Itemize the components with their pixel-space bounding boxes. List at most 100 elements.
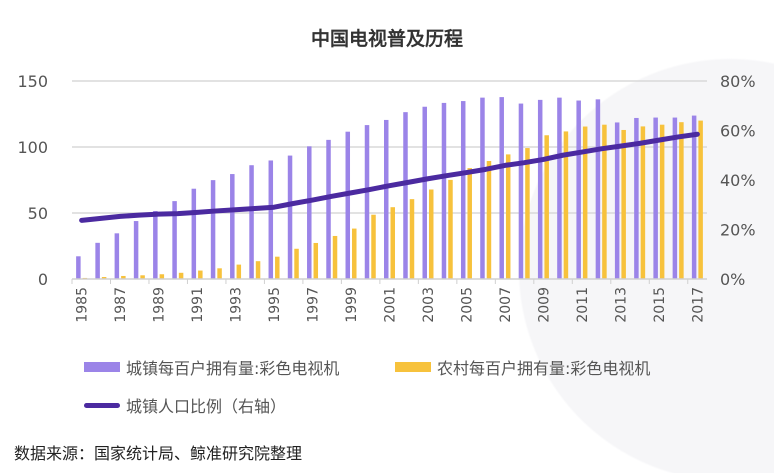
legend-swatch-urbanization <box>84 402 120 408</box>
x-tick-label: 2001 <box>383 287 399 323</box>
bar-rural <box>544 135 549 279</box>
x-tick-label: 2013 <box>613 287 629 323</box>
bar-rural <box>486 160 492 279</box>
bar-rural <box>294 248 299 279</box>
bar-urban <box>480 97 485 279</box>
x-tick-label: 1995 <box>267 287 283 323</box>
bar-rural <box>217 268 222 279</box>
bar-urban <box>537 99 543 279</box>
y-left-tick-label: 150 <box>17 72 48 91</box>
x-tick-label: 2015 <box>652 287 668 323</box>
y-right-tick-label: 80% <box>720 72 756 91</box>
bar-rural <box>602 124 607 279</box>
bar-rural <box>505 154 511 279</box>
x-tick-label: 1997 <box>306 287 322 323</box>
bar-rural <box>563 131 569 279</box>
bar-urban <box>518 103 524 280</box>
bar-rural <box>178 272 184 279</box>
legend-label-urbanization: 城镇人口比例（右轴） <box>126 397 287 416</box>
x-tick-label: 2003 <box>421 287 437 323</box>
bar-rural <box>255 261 261 279</box>
bar-urban <box>634 117 639 280</box>
bar-rural <box>390 207 395 279</box>
bar-urban <box>307 146 312 279</box>
bar-urban <box>403 112 408 279</box>
source-note: 数据来源：国家统计局、鲸准研究院整理 <box>14 444 303 463</box>
bar-urban <box>614 122 620 279</box>
bar-urban <box>557 97 562 279</box>
bar-urban <box>268 160 274 279</box>
bar-rural <box>582 126 588 279</box>
bar-rural <box>679 122 684 280</box>
y-left-tick-label: 0 <box>38 270 48 289</box>
bar-urban <box>172 201 177 279</box>
legend-item-urban: 城镇每百户拥有量:彩色电视机 <box>84 355 339 379</box>
y-left-tick-label: 50 <box>28 204 48 223</box>
bar-urban <box>441 102 447 279</box>
bar-rural <box>371 214 376 279</box>
bar-rural <box>313 242 319 279</box>
bar-rural <box>640 126 646 280</box>
x-tick-label: 1991 <box>190 287 206 323</box>
x-tick-label: 2009 <box>536 287 552 323</box>
legend-swatch-urban <box>84 362 120 372</box>
bar-rural <box>525 148 530 279</box>
bar-rural <box>140 275 145 279</box>
legend-label-urban: 城镇每百户拥有量:彩色电视机 <box>126 359 340 378</box>
bar-urban <box>460 101 466 280</box>
x-tick-label: 1999 <box>344 287 360 323</box>
bar-urban <box>595 99 601 280</box>
bar-rural <box>236 264 242 279</box>
y-right-tick-label: 40% <box>720 171 756 190</box>
bar-urban <box>76 256 81 279</box>
x-tick-label: 2005 <box>459 287 475 323</box>
bar-urban <box>191 188 197 279</box>
bar-urban <box>653 117 658 280</box>
bar-urban <box>672 117 678 280</box>
bar-urban <box>364 125 370 279</box>
legend-item-urbanization: 城镇人口比例（右轴） <box>84 393 286 417</box>
bar-urban <box>133 221 139 279</box>
bar-rural <box>448 179 453 279</box>
y-left-tick-label: 100 <box>17 138 48 157</box>
bar-rural <box>621 129 626 279</box>
bar-rural <box>275 256 280 279</box>
x-tick-label: 2017 <box>690 287 706 323</box>
bar-urban <box>249 165 254 279</box>
bar-urban <box>345 131 351 279</box>
bar-urban <box>422 106 427 280</box>
bar-urban <box>287 155 293 279</box>
y-right-tick-label: 20% <box>720 221 756 240</box>
bar-urban <box>499 97 504 279</box>
bar-rural <box>101 277 107 279</box>
bar-urban <box>326 139 331 279</box>
bar-urban <box>576 100 581 279</box>
line-urbanization <box>79 131 700 223</box>
bar-urban <box>230 174 235 279</box>
x-tick-label: 1989 <box>152 287 168 323</box>
y-right-tick-label: 0% <box>720 270 745 289</box>
bar-urban <box>210 180 216 279</box>
bar-rural <box>659 124 665 279</box>
bar-rural <box>352 228 357 279</box>
bar-urban <box>384 119 389 279</box>
bar-rural <box>198 270 203 279</box>
x-tick-label: 2011 <box>575 287 591 323</box>
y-right-tick-label: 60% <box>720 122 756 141</box>
bar-urban <box>153 211 158 279</box>
bar-rural <box>428 189 434 279</box>
bar-rural <box>409 199 415 279</box>
x-tick-label: 1993 <box>229 287 245 323</box>
legend-swatch-rural <box>395 362 431 372</box>
x-tick-label: 1985 <box>75 287 91 323</box>
bar-rural <box>332 235 338 279</box>
bar-urban <box>691 115 697 279</box>
bar-rural <box>159 274 165 279</box>
legend-label-rural: 农村每百户拥有量:彩色电视机 <box>437 359 651 378</box>
legend-item-rural: 农村每百户拥有量:彩色电视机 <box>395 355 650 379</box>
bar-urban <box>95 242 100 279</box>
x-tick-label: 1987 <box>113 287 129 323</box>
bar-rural <box>698 120 703 279</box>
chart-title: 中国电视普及历程 <box>310 28 463 50</box>
